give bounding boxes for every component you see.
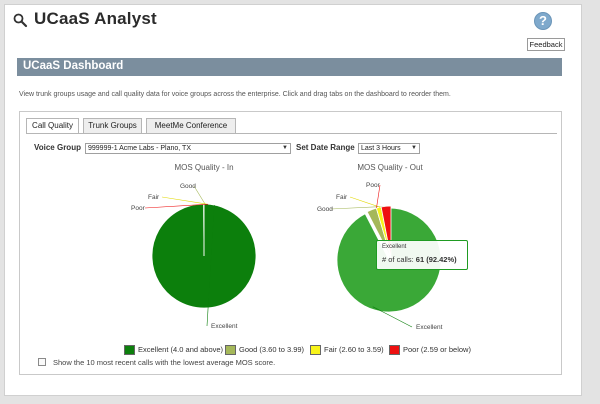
pie-leader-good [193,185,206,205]
search-icon [13,13,28,28]
dashboard-title: UCaaS Dashboard [23,60,124,72]
date-range-select[interactable]: Last 3 Hours ▼ [358,143,420,154]
lowest-mos-checkbox[interactable] [38,358,46,366]
voice-group-value: 999999-1 Acme Labs - Plano, TX [88,145,191,152]
chart-title-in: MOS Quality - In [174,163,234,172]
legend-swatch-poor [389,345,400,355]
chart-title-out: MOS Quality - Out [357,163,423,172]
pie-label-good: Good [180,183,196,190]
legend-swatch-excellent [124,345,135,355]
pie-leader-fair [161,196,207,205]
pie-label-excellent: Excellent [211,323,238,330]
tab-divider [26,133,557,134]
feedback-button[interactable]: Feedback [527,38,565,51]
date-range-value: Last 3 Hours [361,145,401,152]
tooltip-category: Excellent [382,244,407,250]
chevron-down-icon: ▼ [411,145,417,151]
pie-leader-excellent [372,306,413,328]
dashboard-header: UCaaS Dashboard [17,58,562,76]
legend-swatch-fair [310,345,321,355]
legend-label-poor: Poor (2.59 or below) [403,345,471,354]
pie-label-fair: Fair [148,194,160,201]
tooltip-label: # of calls: [382,255,414,264]
pie-label-excellent: Excellent [416,324,443,331]
tooltip-value: 61 (92.42%) [415,255,457,264]
app-window: UCaaS Analyst ? Feedback UCaaS Dashboard… [4,4,582,396]
legend-label-good: Good (3.60 to 3.99) [239,345,305,354]
pie-label-poor: Poor [131,205,146,212]
pie-leader-fair [349,196,381,208]
pie-leader-excellent [206,205,215,327]
legend-swatch-good [225,345,236,355]
lowest-mos-checkbox-label: Show the 10 most recent calls with the l… [53,358,276,367]
pie-label-fair: Fair [336,194,348,201]
mos-pie-charts: ExcellentGoodFairPoorExcellentGoodFairPo… [131,182,443,331]
legend-label-fair: Fair (2.60 to 3.59) [324,345,384,354]
app-header: UCaaS Analyst ? [5,5,581,35]
app-title: UCaaS Analyst [34,9,157,28]
pie-label-good: Good [317,206,333,213]
tooltip-line: # of calls: 61 (92.42%) [382,255,457,264]
chevron-down-icon: ▼ [282,145,288,151]
pie-leader-poor [376,184,381,209]
pie-label-poor: Poor [366,182,381,189]
pie-leader-poor [144,203,209,209]
help-button[interactable]: ? [534,12,552,30]
legend-label-excellent: Excellent (4.0 and above) [138,345,224,354]
date-range-label: Set Date Range [296,143,355,152]
voice-group-select[interactable]: 999999-1 Acme Labs - Plano, TX ▼ [85,143,291,154]
voice-group-label: Voice Group [34,143,81,152]
dashboard-panel: Call Quality Trunk Groups MeetMe Confere… [19,111,562,375]
pie-leader-good [330,206,385,210]
chart-tooltip: Excellent # of calls: 61 (92.42%) [376,240,468,270]
dashboard-description: View trunk groups usage and call quality… [19,91,451,98]
